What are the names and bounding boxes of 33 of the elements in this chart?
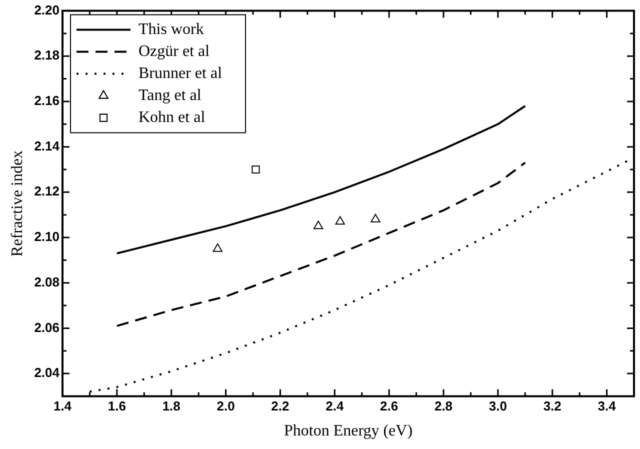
- x-tick-label: 3.4: [598, 398, 617, 414]
- x-tick-label: 1.6: [108, 398, 126, 414]
- x-tick-label: 2.4: [326, 398, 344, 414]
- x-tick-label: 3.2: [543, 398, 562, 414]
- legend-label: This work: [138, 21, 204, 38]
- y-tick-label: 2.06: [34, 320, 60, 335]
- y-axis-title: Refractive index: [8, 150, 26, 257]
- x-axis-title: Photon Energy (eV): [284, 422, 413, 440]
- legend-label: Kohn et al: [138, 109, 206, 126]
- x-tick-label: 1.4: [53, 398, 72, 414]
- point: [313, 220, 324, 230]
- y-tick-label: 2.04: [34, 365, 60, 380]
- point: [370, 214, 380, 222]
- y-tick-label: 2.12: [34, 184, 60, 199]
- y-tick-label: 2.16: [34, 93, 60, 108]
- point: [335, 216, 345, 225]
- y-tick-label: 2.20: [34, 2, 60, 18]
- legend-label: Tang et al: [138, 87, 202, 104]
- y-tick-label: 2.08: [34, 274, 60, 290]
- y-tick-label: 2.10: [34, 229, 60, 244]
- legend-label: Ozgür et al: [138, 43, 210, 60]
- y-tick-label: 2.14: [34, 138, 60, 154]
- x-tick-label: 2.6: [380, 398, 398, 414]
- legend-label: Brunner et al: [138, 65, 223, 82]
- line-series: [116, 162, 526, 327]
- point: [212, 243, 222, 252]
- x-tick-label: 1.8: [162, 398, 180, 414]
- x-tick-label: 2.2: [271, 398, 290, 414]
- x-tick-label: 2.0: [216, 398, 235, 414]
- x-tick-label: 2.8: [434, 398, 453, 414]
- y-tick-label: 2.18: [34, 48, 60, 63]
- x-tick-label: 3.0: [488, 398, 507, 414]
- point: [252, 165, 260, 174]
